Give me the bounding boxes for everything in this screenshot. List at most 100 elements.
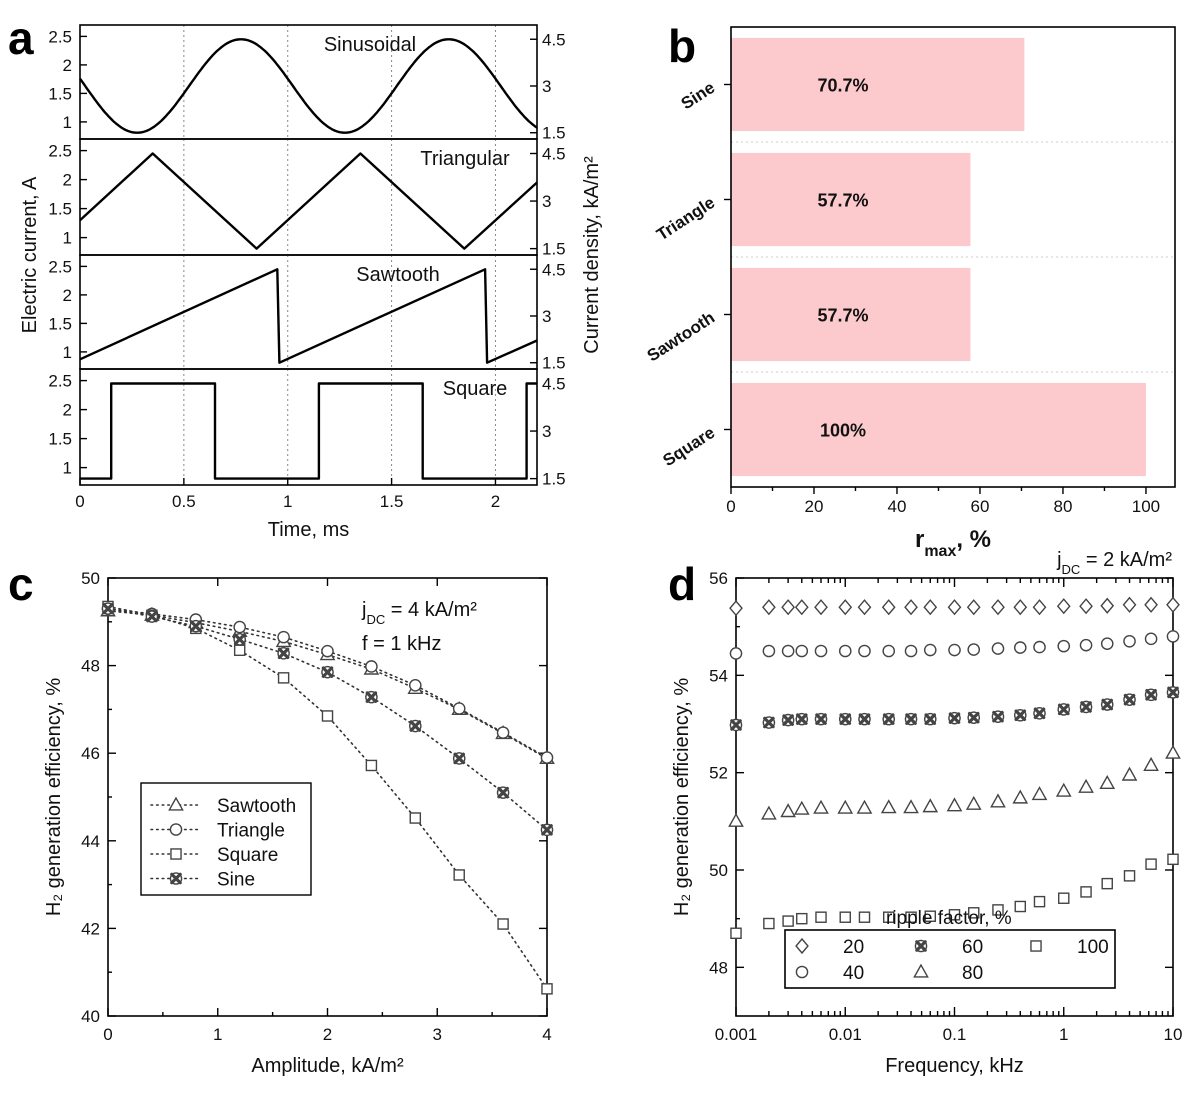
data-point-ripple-20	[881, 599, 896, 616]
y-right-tick-label: 3	[542, 307, 551, 326]
data-point-sine	[452, 752, 466, 765]
x-tick-label: 10	[1164, 1025, 1183, 1044]
panel-letter-a: a	[8, 12, 34, 64]
data-point-ripple-80	[990, 793, 1006, 808]
data-point-ripple-60	[904, 712, 918, 726]
data-point-ripple-80	[856, 799, 873, 814]
data-point-ripple-80	[922, 798, 939, 813]
data-point-ripple-100	[1014, 900, 1027, 913]
data-point-sine	[496, 786, 510, 799]
x-tick-label: 0.1	[943, 1025, 967, 1044]
series-line-square	[107, 605, 548, 990]
data-point-ripple-100	[782, 915, 794, 927]
data-point-ripple-60	[781, 713, 795, 727]
panel-b-bar-chart: 70.7% Sine 57.7% Triangle 57.7% Sawtooth 100% S…	[644, 26, 1176, 560]
data-point-ripple-20	[1144, 596, 1158, 613]
data-point-sine-cross	[190, 620, 202, 632]
y-right-tick-label: 3	[542, 77, 551, 96]
legend-marker-sawtooth	[168, 796, 184, 811]
data-point-ripple-100	[948, 909, 961, 921]
data-point-ripple-100	[905, 911, 917, 923]
data-point-ripple-80	[761, 805, 777, 820]
y-tick-label: 2.5	[48, 142, 72, 161]
y-right-tick-label: 4.5	[542, 30, 566, 49]
y-right-tick-label: 4.5	[542, 145, 566, 164]
data-point-ripple-60-cross	[1057, 703, 1070, 716]
legend-label-triangle: Triangle	[217, 821, 285, 842]
data-point-ripple-80	[1031, 786, 1048, 801]
x-tick-label: 40	[888, 497, 907, 516]
data-point-ripple-80	[793, 800, 810, 815]
data-point-triangle	[452, 702, 466, 715]
annotation-frequency: f = 1 kHz	[362, 633, 441, 655]
y-tick-label: 48	[709, 958, 728, 977]
x-tick-label: 60	[971, 497, 990, 516]
data-point-ripple-60	[1123, 693, 1136, 706]
data-point-ripple-60-cross	[858, 713, 871, 725]
legend-label-ripple-20: 20	[843, 937, 864, 958]
series-ripple-80	[728, 744, 1181, 827]
bar-square	[731, 382, 1146, 477]
y-tick-label: 56	[709, 569, 728, 588]
x-tick-label: 4	[542, 1025, 551, 1044]
y-right-tick-label: 1.5	[542, 124, 566, 143]
y-tick-label: 50	[709, 861, 728, 880]
data-point-ripple-20	[923, 599, 938, 616]
data-point-ripple-100	[882, 911, 895, 923]
data-point-ripple-40	[923, 643, 937, 657]
data-point-ripple-40	[1079, 638, 1093, 652]
y-right-tick-label: 1.5	[542, 470, 566, 489]
x-tick-label: 0	[726, 497, 735, 516]
y-tick-label: 1	[63, 343, 72, 362]
data-point-ripple-100	[1123, 870, 1136, 882]
data-point-ripple-80	[780, 803, 796, 818]
x-tick-label: 20	[805, 497, 824, 516]
series-ripple-20	[729, 596, 1180, 617]
legend-marker-sine-cross	[170, 872, 182, 885]
data-point-ripple-20	[966, 599, 981, 616]
subplot-frame	[79, 368, 538, 486]
bar-value-label-square: 100%	[820, 421, 866, 441]
data-point-ripple-60	[1033, 706, 1046, 720]
y-tick-label: 42	[81, 919, 100, 938]
data-point-square	[453, 869, 465, 881]
data-point-ripple-20	[1122, 596, 1137, 613]
data-point-ripple-20	[838, 599, 853, 616]
y-tick-label: 2.5	[48, 27, 72, 46]
legend-label-sine: Sine	[217, 870, 255, 891]
data-point-ripple-20	[794, 599, 809, 616]
x-axis-label: Amplitude, kA/m²	[251, 1055, 404, 1077]
data-point-ripple-100	[858, 911, 871, 923]
x-tick-label: 80	[1054, 497, 1073, 516]
series-sine	[101, 602, 554, 837]
legend-marker-ripple-100	[1030, 940, 1042, 952]
y-tick-label: 46	[81, 744, 100, 763]
y-right-tick-label: 1.5	[542, 354, 566, 373]
series-ripple-60	[729, 686, 1180, 732]
waveform-title: Sinusoidal	[324, 34, 416, 56]
data-point-ripple-60-cross	[730, 719, 742, 731]
category-label-square: Square	[659, 423, 718, 470]
y-tick-label: 2	[63, 56, 72, 75]
data-point-ripple-100	[992, 904, 1004, 916]
data-point-square	[365, 759, 378, 772]
x-tick-label: 1.5	[380, 492, 404, 511]
data-point-square	[321, 710, 334, 722]
data-point-ripple-60-cross	[992, 710, 1004, 723]
data-point-ripple-80	[880, 799, 897, 814]
data-point-ripple-100	[763, 917, 775, 930]
data-point-ripple-20	[857, 599, 872, 616]
data-point-ripple-80	[1012, 789, 1029, 804]
legend-label-ripple-100: 100	[1077, 937, 1109, 958]
panel-d-frequency-chart: 0.001 0.01 0.1 1 10 48 50 52 54 56 jDC = 2 kA/m² ri…	[671, 549, 1182, 1077]
data-point-sine	[189, 619, 203, 633]
data-point-ripple-60	[882, 712, 896, 726]
data-point-triangle	[321, 644, 334, 658]
waveform-subplot-3: 1 1.5 2 2.5 1.5 3 4.5 Square	[48, 368, 566, 489]
data-point-sine-cross	[541, 824, 553, 836]
data-point-sine	[321, 665, 334, 679]
data-point-ripple-60-cross	[1033, 707, 1046, 720]
annotation-jdc: jDC = 2 kA/m²	[1056, 549, 1172, 577]
y-tick-label: 1.5	[48, 430, 72, 449]
y-tick-label: 1.5	[48, 314, 72, 333]
